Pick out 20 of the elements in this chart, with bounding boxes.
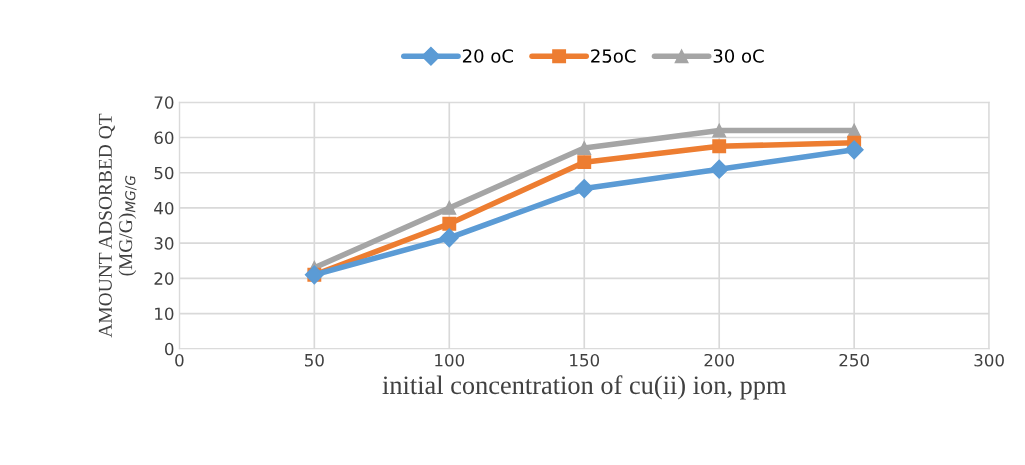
- x-tick-label: 150: [570, 353, 600, 367]
- legend-label: 20 oC: [462, 49, 514, 63]
- x-tick-label: 0: [175, 353, 184, 367]
- y-tick-label: 30: [154, 237, 174, 250]
- x-tick-label: 300: [974, 353, 1004, 367]
- y-tick-label: 10: [155, 307, 174, 321]
- x-tick-label: 200: [704, 353, 735, 367]
- legend-label: 25oC: [591, 49, 636, 63]
- x-tick-label: 50: [305, 353, 324, 367]
- y-tick-label: 60: [154, 131, 174, 145]
- legend-label: 30 oC: [713, 49, 764, 63]
- y-tick-label: 20: [154, 272, 174, 285]
- y-tick-label: 40: [154, 201, 174, 215]
- y-tick-label: 70: [154, 96, 174, 109]
- x-tick-label: 100: [435, 353, 465, 367]
- y-axis-title: AMOUNT ADSORBED QT (MG/G)$_{MG/G}$: [98, 113, 137, 338]
- y-tick-label: 0: [165, 342, 174, 356]
- x-tick-label: 250: [839, 353, 869, 367]
- x-axis-title: initial concentration of cu(ii) ion, ppm: [382, 375, 787, 400]
- y-tick-label: 50: [154, 166, 174, 180]
